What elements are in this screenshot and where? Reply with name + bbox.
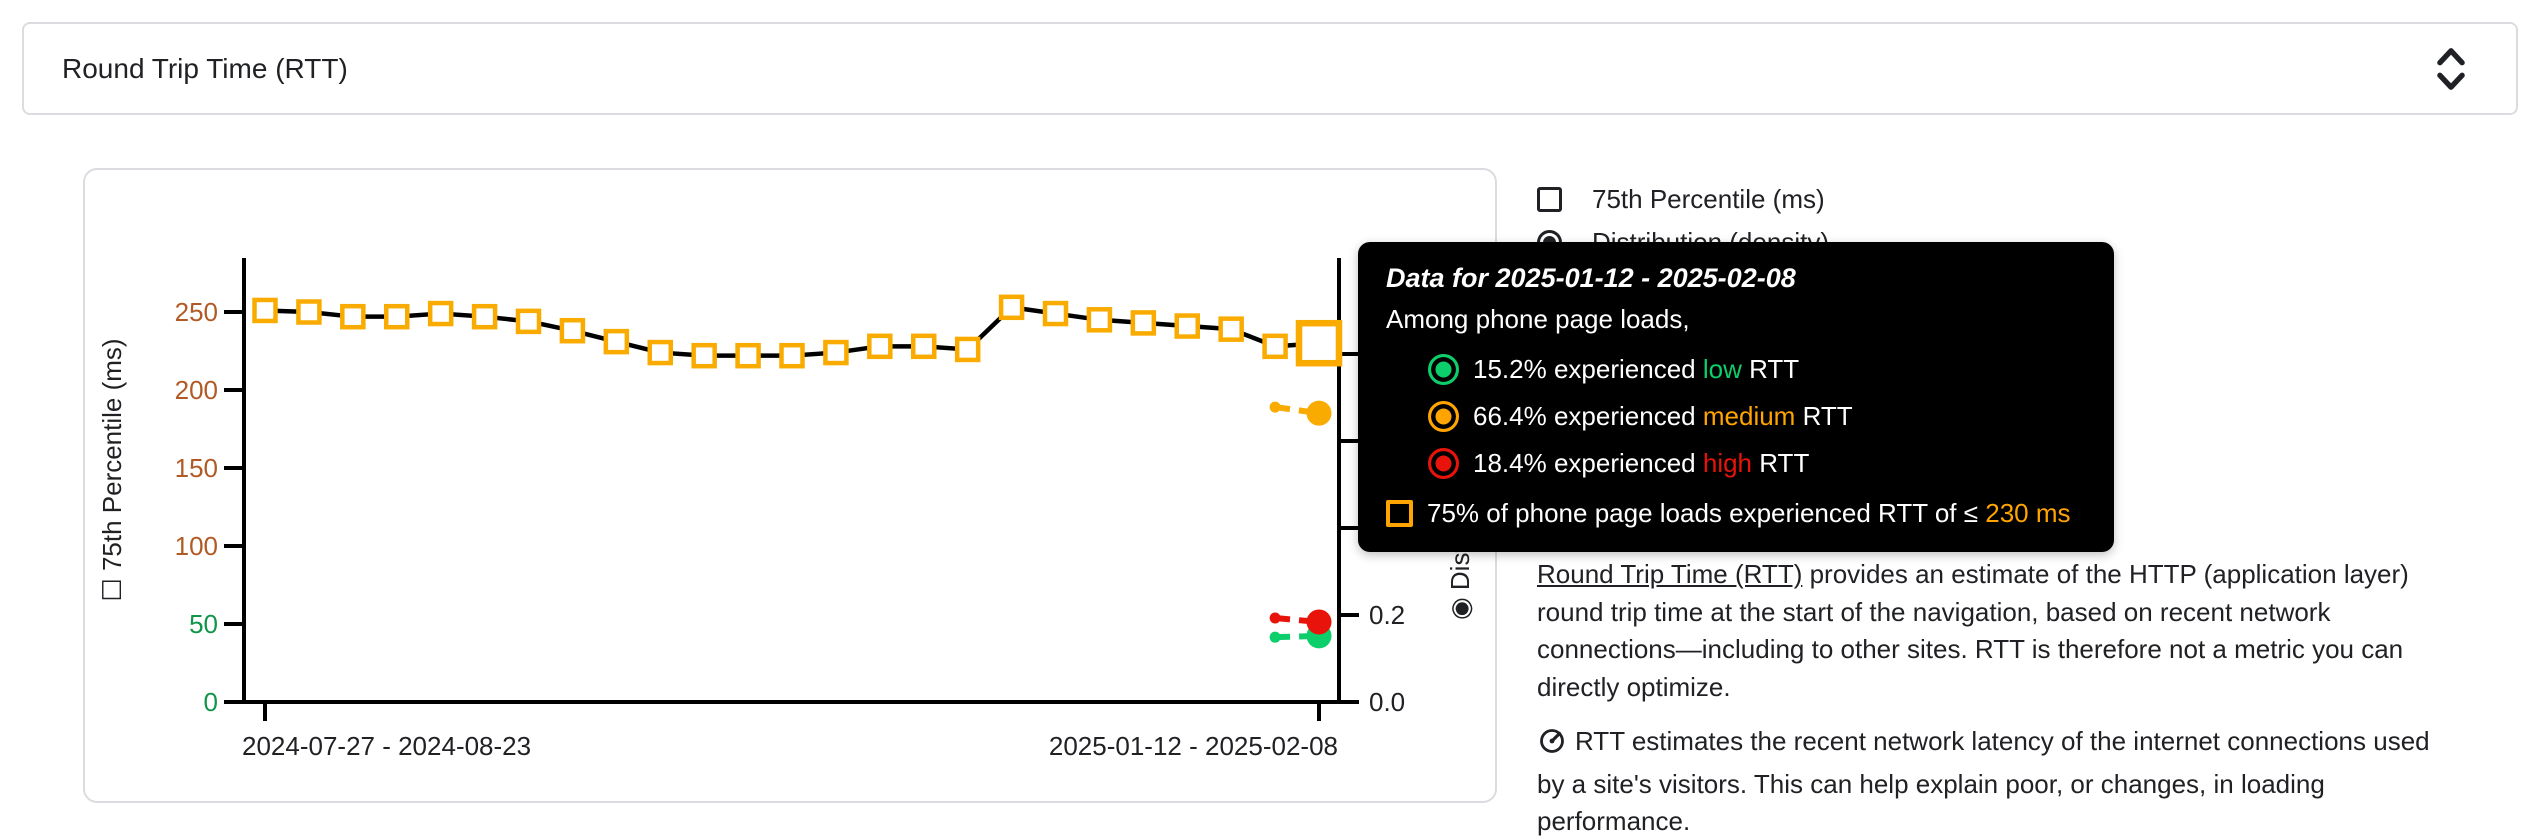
point-marker[interactable] (911, 333, 937, 360)
y-right-tick-label: 0.0 (1369, 687, 1405, 717)
point-marker[interactable] (1086, 307, 1113, 333)
checkbox-unchecked-icon[interactable] (1537, 186, 1562, 212)
point-marker[interactable] (1042, 300, 1069, 327)
point-marker[interactable] (384, 303, 410, 330)
metric-select[interactable]: Round Trip Time (RTT) (22, 22, 2518, 115)
rtt-docs-link[interactable]: Round Trip Time (RTT) (1537, 559, 1803, 589)
point-marker[interactable] (1174, 313, 1200, 339)
rtt-chart-svg: 0 50 100 150 200 250 0.0 0.2 2024-07-27 - 2024-0… (97, 258, 1475, 761)
legend-item-75th-percentile[interactable]: 75th Percentile (ms) (1537, 180, 1829, 218)
point-marker[interactable] (998, 294, 1025, 321)
y-axis-title: ☐ 75th Percentile (ms) (97, 338, 127, 601)
tooltip-title: Data for 2025-01-12 - 2025-02-08 (1386, 263, 1796, 293)
medium-density-current-dot[interactable] (1306, 400, 1332, 426)
tooltip-row-text: 15.2% experienced low RTT (1473, 353, 1800, 384)
y-axis-tick-label: 250 (175, 297, 218, 327)
point-marker[interactable] (427, 300, 454, 327)
y-axis-tick-label: 150 (175, 453, 218, 483)
tooltip-row-p75: 75% of phone page loads experienced RTT … (1386, 491, 2086, 535)
chart-tooltip: Data for 2025-01-12 - 2025-02-08 Among p… (1358, 242, 2114, 552)
point-marker[interactable] (779, 342, 805, 369)
percentile-square-icon (1386, 499, 1413, 527)
description-paragraph-1: Round Trip Time (RTT) provides an estima… (1537, 559, 2409, 702)
metric-select-value: Round Trip Time (RTT) (62, 52, 348, 84)
legend-label: 75th Percentile (ms) (1592, 183, 1825, 214)
description-paragraph-2: RTT estimates the recent network latency… (1537, 725, 2430, 836)
x-axis-label-last: 2025-01-12 - 2025-02-08 (1049, 731, 1338, 761)
metric-description: Round Trip Time (RTT) provides an estima… (1537, 556, 2457, 836)
point-marker[interactable] (647, 339, 673, 366)
point-marker[interactable] (1262, 333, 1288, 360)
x-axis-label-first: 2024-07-27 - 2024-08-23 (242, 731, 531, 761)
tooltip-row-medium: 66.4% experienced medium RTT (1386, 396, 2086, 436)
tooltip-row-text: 66.4% experienced medium RTT (1473, 400, 1853, 431)
point-marker[interactable] (823, 339, 849, 366)
gauge-icon (1537, 725, 1567, 766)
point-marker[interactable] (296, 299, 322, 325)
high-density-current-dot[interactable] (1306, 609, 1332, 635)
point-marker[interactable] (1218, 316, 1244, 342)
tooltip-row-text: 18.4% experienced high RTT (1473, 447, 1810, 478)
y-axis-tick-label: 0 (204, 687, 218, 717)
tooltip-subtitle: Among phone page loads, (1386, 304, 1690, 334)
point-marker[interactable] (735, 342, 761, 369)
high-density-prev-dot (1269, 612, 1281, 624)
y-axis-tick-label: 100 (175, 531, 218, 561)
tooltip-row-high: 18.4% experienced high RTT (1386, 443, 2086, 483)
point-marker[interactable] (471, 303, 498, 330)
high-density-dot-icon (1428, 447, 1459, 479)
low-density-prev-dot (1269, 631, 1281, 643)
point-marker[interactable] (867, 333, 893, 360)
low-density-dot-icon (1428, 353, 1459, 385)
point-marker[interactable] (603, 328, 630, 355)
medium-density-prev-dot (1269, 401, 1281, 413)
y-axis-tick-label: 50 (189, 609, 218, 639)
point-marker[interactable] (691, 342, 717, 369)
point-marker[interactable] (954, 336, 981, 363)
point-marker[interactable] (559, 317, 586, 344)
point-marker[interactable] (1130, 310, 1157, 336)
unfold-more-icon (2432, 42, 2470, 96)
point-marker[interactable] (252, 297, 278, 324)
medium-density-dot-icon (1428, 400, 1459, 432)
highlighted-point-marker[interactable] (1295, 319, 1343, 367)
rtt-chart-card: 0 50 100 150 200 250 0.0 0.2 2024-07-27 - 2024-0… (83, 168, 1497, 803)
tooltip-p75-value: 230 ms (1985, 497, 2071, 528)
tooltip-p75-text: 75% of phone page loads experienced RTT … (1427, 497, 2071, 528)
y-axis-tick-label: 200 (175, 375, 218, 405)
tooltip-row-low: 15.2% experienced low RTT (1386, 349, 2086, 389)
point-marker[interactable] (340, 303, 366, 330)
y-right-tick-label: 0.2 (1369, 600, 1405, 630)
point-marker[interactable] (515, 308, 542, 335)
